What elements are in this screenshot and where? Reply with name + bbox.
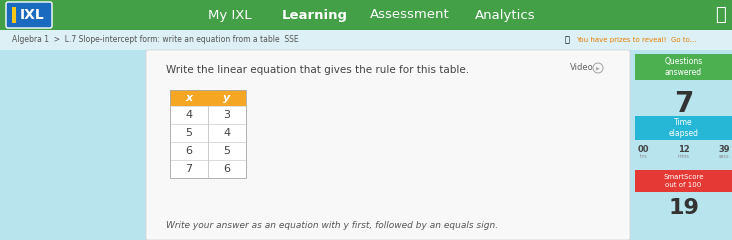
- Text: My IXL: My IXL: [208, 8, 252, 22]
- Text: 5: 5: [223, 146, 231, 156]
- Text: y: y: [223, 93, 231, 103]
- Text: 4: 4: [185, 110, 193, 120]
- Text: Learning: Learning: [282, 8, 348, 22]
- Bar: [170, 106, 246, 124]
- Text: 00: 00: [638, 145, 649, 155]
- Bar: [0, 0, 732, 30]
- Bar: [0, 50, 732, 240]
- Text: IXL: IXL: [20, 8, 45, 22]
- Text: 39: 39: [718, 145, 730, 155]
- Bar: [170, 142, 246, 160]
- Text: ⌕: ⌕: [714, 6, 725, 24]
- Text: Assessment: Assessment: [370, 8, 450, 22]
- Bar: [170, 90, 246, 178]
- Text: Time
elapsed: Time elapsed: [668, 118, 698, 138]
- Text: ▶: ▶: [596, 66, 600, 71]
- Bar: [635, 116, 732, 140]
- Bar: [635, 54, 732, 80]
- Text: hrs: hrs: [639, 155, 647, 160]
- Text: Video: Video: [570, 64, 594, 72]
- Text: secs: secs: [719, 155, 729, 160]
- Text: Write the linear equation that gives the rule for this table.: Write the linear equation that gives the…: [166, 65, 469, 75]
- FancyBboxPatch shape: [6, 2, 52, 28]
- Bar: [170, 124, 246, 142]
- Text: 19: 19: [668, 198, 699, 218]
- Text: 4: 4: [223, 128, 231, 138]
- Text: 3: 3: [223, 110, 231, 120]
- Text: 5: 5: [185, 128, 193, 138]
- Bar: [635, 170, 732, 192]
- Bar: [0, 30, 732, 50]
- Text: 7: 7: [185, 164, 193, 174]
- Text: Algebra 1  >  L.7 Slope-intercept form: write an equation from a table  SSE: Algebra 1 > L.7 Slope-intercept form: wr…: [12, 36, 299, 44]
- Text: 7: 7: [674, 90, 693, 118]
- Text: 6: 6: [185, 146, 193, 156]
- Text: Questions
answered: Questions answered: [665, 57, 703, 77]
- Text: Analytics: Analytics: [474, 8, 535, 22]
- Bar: [12, 7, 16, 23]
- Text: 6: 6: [223, 164, 231, 174]
- Bar: [170, 90, 246, 106]
- Text: x: x: [185, 93, 193, 103]
- Text: SmartScore
out of 100: SmartScore out of 100: [663, 174, 703, 188]
- Bar: [170, 160, 246, 178]
- Text: mins: mins: [678, 155, 690, 160]
- Text: 🏆: 🏆: [565, 36, 570, 44]
- Text: You have prizes to reveal!  Go to...: You have prizes to reveal! Go to...: [576, 37, 697, 43]
- Text: 12: 12: [678, 145, 690, 155]
- Text: Write your answer as an equation with y first, followed by an equals sign.: Write your answer as an equation with y …: [166, 222, 498, 230]
- FancyBboxPatch shape: [146, 50, 630, 240]
